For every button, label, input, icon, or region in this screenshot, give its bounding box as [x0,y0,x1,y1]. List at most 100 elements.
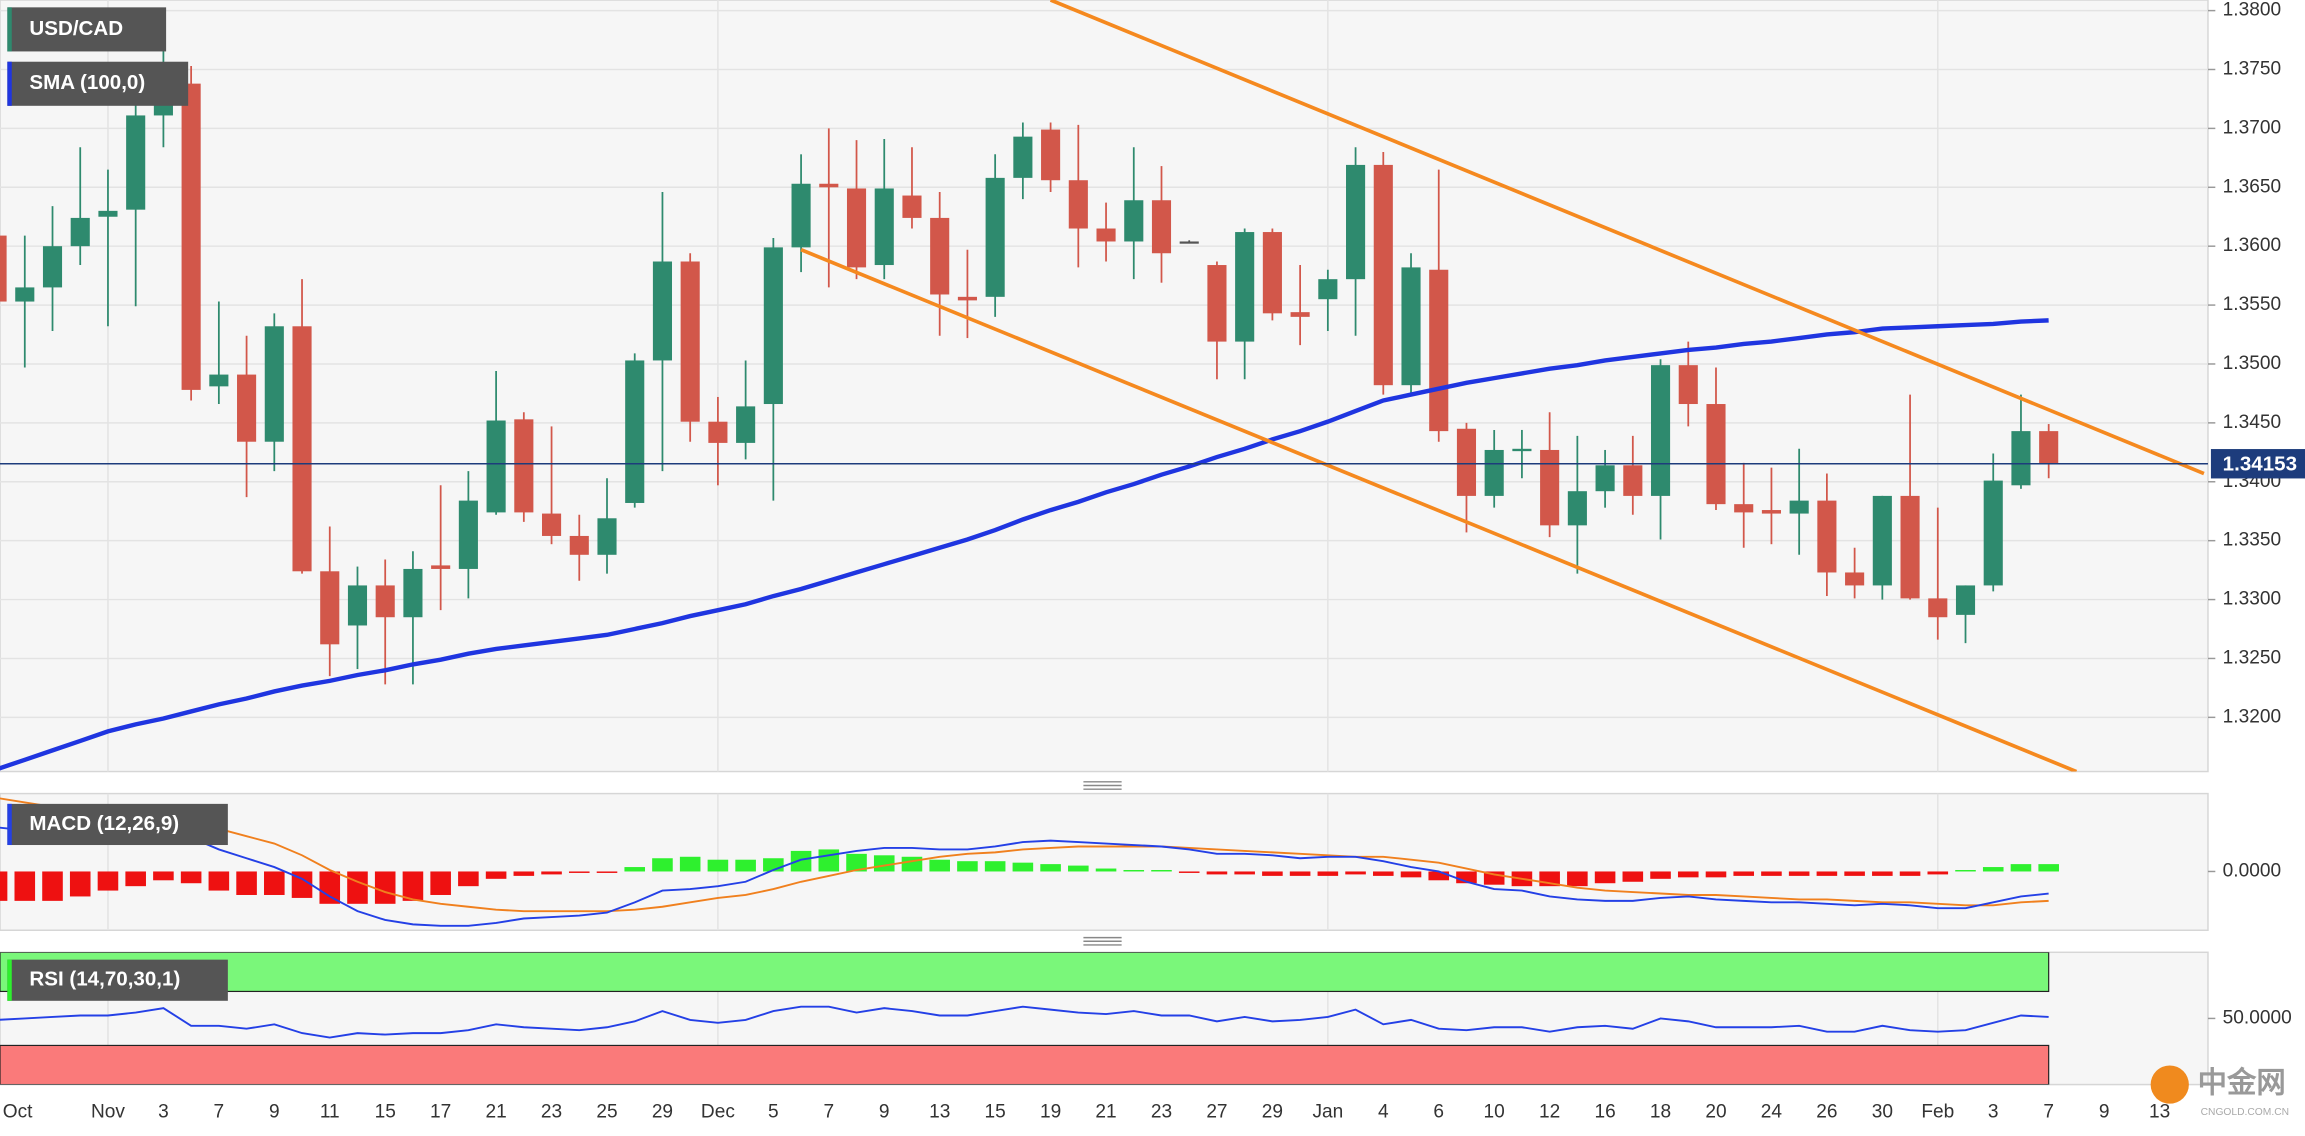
overbought-band [0,952,2050,993]
x-tick-label: 7 [2043,1102,2054,1123]
histogram-bar [319,871,341,904]
panel-handle[interactable] [1083,936,1122,946]
legend-swatch [7,959,12,1001]
last-price-label: 1.34153 [2223,453,2297,476]
histogram-bar [1982,867,2004,872]
price-plot [0,0,2208,772]
candle-body [680,261,700,422]
histogram-bar [790,850,812,872]
x-tick-label: 21 [485,1102,506,1123]
candle-body [264,326,284,442]
candle-body [1346,164,1366,280]
x-tick-label: 9 [269,1102,280,1123]
histogram-bar [14,871,36,901]
panel-handle[interactable] [1083,781,1122,790]
candle-body [957,296,977,301]
candle-body [1789,500,1809,514]
histogram-bar [957,861,978,872]
price-panel [0,0,2209,773]
histogram-bar [264,871,285,895]
histogram-bar [735,859,756,872]
macd-line [0,826,2049,927]
candle-body [1068,180,1088,229]
histogram-bar [1816,871,1838,876]
signal-line [0,797,2049,913]
x-tick-label: 5 [768,1102,779,1123]
candle-body [237,374,257,442]
y-tick-label: 1.3700 [2223,117,2281,138]
candle-body [70,217,90,247]
x-tick-label: 3 [1988,1102,1999,1123]
candle-body [126,115,146,210]
last-price-tag [2210,449,2305,479]
histogram-bar [1400,871,1422,878]
histogram-bar [929,859,950,872]
x-tick-label: 21 [1095,1102,1116,1123]
watermark-logo [2150,1065,2189,1104]
candle-body [1013,136,1033,178]
histogram-bar [2010,864,2032,872]
histogram-bar [1373,871,1394,876]
candle-body [181,83,201,390]
candle-body [1124,200,1144,242]
candle-body [1540,449,1560,526]
histogram-bar [568,871,590,873]
histogram-bar [513,871,535,876]
histogram-bar [1345,871,1366,875]
x-tick-label: 13 [929,1102,950,1123]
watermark: 中金网 CNGOLD.COM.CN [2150,1065,2289,1118]
histogram-bar [97,871,119,891]
x-tick-label: 24 [1761,1102,1783,1123]
candle-body [1512,448,1532,452]
candle-body [625,360,645,503]
candle-body [1595,465,1615,492]
candle-body [514,419,534,513]
histogram-bar [1068,865,1089,872]
candle-body [569,535,589,555]
candle-body [2039,431,2059,464]
candle-body [1290,312,1310,317]
candle-body [1845,572,1865,586]
x-tick-label: Dec [701,1102,735,1123]
legend-label: USD/CAD [29,17,123,40]
y-tick-label: 1.3350 [2223,530,2281,551]
candle-body [209,374,229,387]
candle-body [15,287,35,302]
histogram-bar [1040,864,1061,872]
candle-body [1401,267,1421,386]
histogram-bar [374,871,396,904]
candle-body [985,177,1005,297]
y-tick-label: 1.3300 [2223,589,2281,610]
y-tick-label: 1.3800 [2223,0,2281,21]
legend-label: SMA (100,0) [29,71,145,94]
candle-body [1456,428,1477,496]
x-tick-label: 25 [596,1102,617,1123]
x-tick-label: 23 [1151,1102,1172,1123]
rsi-plot [0,952,2050,1085]
x-tick-label: Feb [1921,1102,1954,1123]
histogram-bar [1151,870,1172,872]
histogram-bar [984,861,1006,872]
candle-body [1096,228,1116,242]
candle-body [375,585,395,618]
candle-body [1429,269,1449,432]
candle-body [652,261,673,361]
candle-body [1650,365,1671,496]
y-tick-label: 1.3750 [2223,59,2281,80]
histogram-bar [652,858,673,872]
x-tick-label: 3 [158,1102,169,1123]
x-tick-label: 23 [541,1102,562,1123]
candle-body [1706,404,1726,505]
histogram-bar [1178,871,1200,873]
legend-swatch [7,61,12,106]
x-tick-label: Oct [3,1102,33,1123]
x-tick-label: 29 [1262,1102,1283,1123]
x-tick-label: 18 [1650,1102,1671,1123]
candle-body [1207,265,1227,342]
histogram-bar [873,855,895,872]
candle-body [1678,365,1698,405]
candle-body [1041,129,1061,181]
indicator-title: MACD (12,26,9) [29,812,179,835]
histogram-bar [2038,864,2059,872]
x-tick-label: 15 [375,1102,396,1123]
